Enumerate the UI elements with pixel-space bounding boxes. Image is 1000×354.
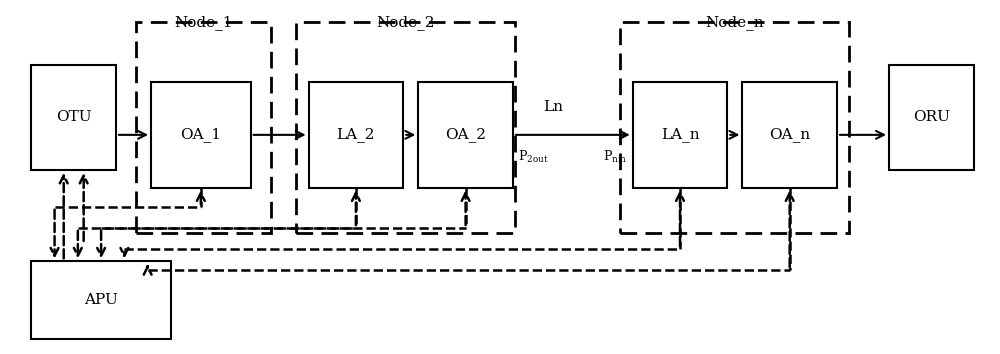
- Text: Node_2: Node_2: [376, 16, 435, 30]
- Bar: [633, 82, 727, 188]
- Bar: [136, 22, 271, 233]
- Text: APU: APU: [84, 293, 118, 307]
- Bar: [889, 65, 974, 170]
- Text: LA_2: LA_2: [337, 127, 375, 142]
- Text: Node_n: Node_n: [705, 16, 764, 30]
- Bar: [620, 22, 849, 233]
- Text: OA_n: OA_n: [769, 127, 810, 142]
- Text: OA_1: OA_1: [180, 127, 221, 142]
- Bar: [742, 82, 837, 188]
- Bar: [31, 261, 171, 338]
- Text: ORU: ORU: [913, 110, 950, 124]
- Bar: [151, 82, 251, 188]
- Text: Ln: Ln: [543, 100, 563, 114]
- Bar: [418, 82, 513, 188]
- Bar: [309, 82, 403, 188]
- Text: Node_1: Node_1: [174, 16, 233, 30]
- Text: P$_{\mathregular{nin}}$: P$_{\mathregular{nin}}$: [603, 149, 628, 165]
- Text: OA_2: OA_2: [445, 127, 486, 142]
- Text: OTU: OTU: [56, 110, 92, 124]
- Text: P$_{\mathregular{2out}}$: P$_{\mathregular{2out}}$: [518, 149, 548, 165]
- Text: LA_n: LA_n: [661, 127, 699, 142]
- Bar: [296, 22, 515, 233]
- Bar: [31, 65, 116, 170]
